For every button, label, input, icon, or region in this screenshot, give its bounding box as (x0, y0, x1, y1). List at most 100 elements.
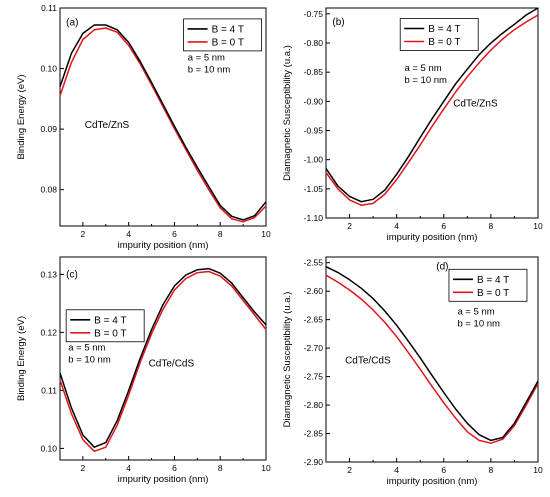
legend: B = 4 T B = 0 T (65, 309, 145, 343)
legend-label: B = 0 T (212, 37, 244, 48)
param-label: a = 5 nm (457, 306, 494, 317)
x-tick-label: 8 (218, 229, 223, 239)
y-tick-label: -0.95 (304, 126, 324, 136)
chart-panel-b: 2 4 6 8 10 -1.10 -1.05 -1.00 -0.95 -0.90 -0.85 -0.8… (282, 7, 543, 243)
y-tick-label: -2.90 (304, 457, 324, 467)
material-label: CdTe/ZnS (85, 120, 130, 131)
panel-label: (c) (66, 269, 78, 280)
y-axis-label: Binding Energy (eV) (16, 316, 27, 401)
material-label: CdTe/ZnS (453, 99, 498, 110)
y-axis-label: Diamagnetic Susceptibility (u.a.) (282, 45, 293, 181)
x-tick-label: 6 (172, 463, 177, 473)
x-tick-label: 2 (347, 221, 352, 231)
y-tick-label: 0.11 (41, 3, 57, 13)
series-line-b-0t (59, 27, 267, 223)
plot-frame (325, 7, 539, 219)
panel-label: (d) (436, 261, 448, 272)
legend-label: B = 0 T (94, 328, 126, 339)
y-tick-label: -1.10 (304, 213, 324, 223)
y-tick-label: 0.09 (40, 124, 57, 134)
param-label: b = 10 nm (404, 75, 447, 86)
y-tick-label: -2.55 (304, 258, 324, 268)
y-tick-label: -2.60 (304, 286, 324, 296)
x-tick-label: 4 (394, 221, 399, 231)
x-axis-label: impurity position (nm) (118, 474, 209, 485)
x-tick-label: 6 (441, 465, 446, 475)
x-axis-label: impurity position (nm) (387, 232, 478, 243)
legend-label: B = 4 T (94, 315, 126, 326)
y-tick-label: -2.85 (304, 429, 324, 439)
x-tick-label: 8 (489, 465, 494, 475)
param-label: b = 10 nm (68, 354, 111, 365)
x-tick-label: 10 (261, 463, 271, 473)
material-label: CdTe/CdS (345, 356, 391, 367)
series-line-b-0t (325, 14, 539, 206)
series-line-b-4t (325, 266, 539, 442)
panel-label: (b) (332, 17, 344, 28)
legend-box (399, 18, 479, 51)
x-tick-label: 10 (261, 229, 271, 239)
legend-box (448, 268, 528, 302)
series-line-b-4t (325, 7, 539, 203)
y-axis-label: Binding Energy (eV) (16, 74, 27, 159)
y-tick-label: 0.08 (40, 185, 57, 195)
chart-panel-c: 2 4 6 8 10 0.10 0.11 0.12 0.13 impurity position … (16, 256, 271, 485)
legend: B = 4 T B = 0 T (448, 268, 528, 302)
series-line-b-0t (59, 270, 267, 453)
x-tick-label: 4 (126, 229, 131, 239)
x-tick-label: 4 (394, 465, 399, 475)
legend: B = 4 T B = 0 T (399, 18, 479, 51)
y-tick-label: -2.80 (304, 400, 324, 410)
y-tick-label: 0.13 (40, 269, 57, 279)
y-tick-label: -1.00 (304, 155, 324, 165)
material-label: CdTe/CdS (149, 359, 195, 370)
legend-label: B = 4 T (428, 24, 460, 35)
panel-label: (a) (66, 17, 78, 28)
series-line-b-4t (59, 267, 267, 448)
x-tick-label: 8 (489, 221, 494, 231)
y-tick-label: -2.70 (304, 343, 324, 353)
x-tick-label: 8 (218, 463, 223, 473)
param-label: b = 10 nm (188, 64, 231, 75)
plot-frame (59, 7, 267, 227)
legend-label: B = 0 T (428, 37, 460, 48)
y-tick-label: -0.85 (304, 67, 324, 77)
x-tick-label: 4 (126, 463, 131, 473)
param-label: a = 5 nm (68, 342, 105, 353)
legend-label: B = 4 T (477, 275, 509, 286)
chart-panel-a: 2 4 6 8 10 0.08 0.09 0.10 0.11 impurity position … (16, 3, 271, 251)
y-tick-label: 0.12 (40, 327, 57, 337)
x-tick-label: 6 (441, 221, 446, 231)
y-tick-label: -2.65 (304, 315, 324, 325)
x-tick-label: 6 (172, 229, 177, 239)
y-tick-label: 0.10 (40, 443, 57, 453)
chart-panel-d: 2 4 6 8 10 -2.90 -2.85 -2.80 -2.75 -2.70 -2.65 -2.6… (282, 256, 543, 487)
x-tick-label: 10 (533, 465, 543, 475)
x-tick-label: 2 (347, 465, 352, 475)
x-axis-label: impurity position (nm) (118, 240, 209, 251)
y-tick-label: 0.11 (41, 385, 57, 395)
x-tick-label: 2 (81, 229, 86, 239)
param-label: a = 5 nm (404, 63, 441, 74)
series-line-b-0t (325, 274, 539, 444)
plot-frame (59, 256, 267, 461)
y-tick-label: -0.80 (304, 38, 324, 48)
legend-label: B = 4 T (212, 24, 244, 35)
plot-frame (325, 256, 539, 463)
param-label: b = 10 nm (457, 318, 500, 329)
x-tick-label: 10 (533, 221, 543, 231)
y-axis-label: Diamagnetic Susceptibility (u.a.) (282, 292, 293, 428)
y-tick-label: -2.75 (304, 372, 324, 382)
y-tick-label: -0.90 (304, 96, 324, 106)
x-tick-label: 2 (81, 463, 86, 473)
x-axis-label: impurity position (nm) (387, 476, 478, 487)
legend: B = 4 T B = 0 T (183, 18, 263, 52)
y-tick-label: -1.05 (304, 184, 324, 194)
legend-box (183, 18, 263, 52)
y-tick-label: 0.10 (40, 64, 57, 74)
y-tick-label: -0.75 (304, 9, 324, 19)
param-label: a = 5 nm (188, 52, 225, 63)
legend-box (65, 309, 145, 343)
legend-label: B = 0 T (477, 288, 509, 299)
